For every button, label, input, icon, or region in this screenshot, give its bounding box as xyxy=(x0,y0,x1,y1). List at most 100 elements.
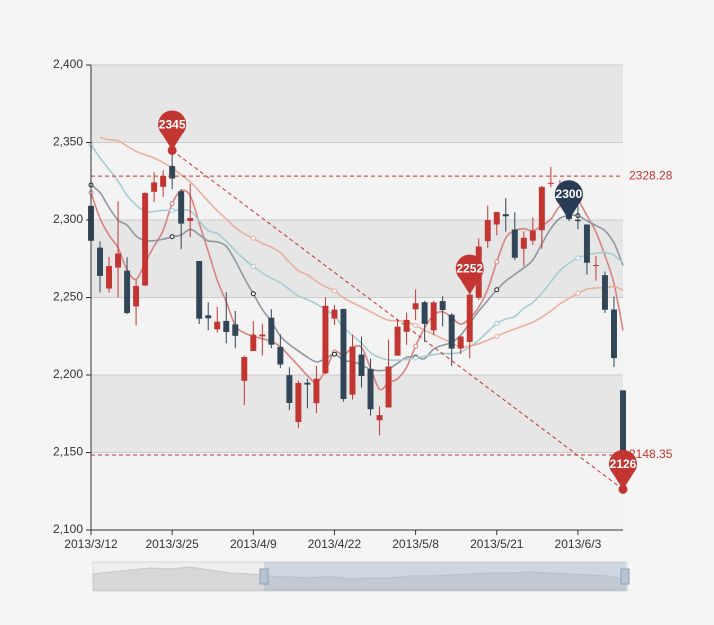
candle-body xyxy=(620,390,626,456)
mark-layer: 2328.28 2148.35 2345 2252 2300 2126 xyxy=(91,110,673,494)
ma-point xyxy=(331,288,337,294)
x-tick-label: 2013/3/12 xyxy=(64,537,118,551)
candle-body xyxy=(340,308,347,399)
ma-point xyxy=(250,264,256,269)
candle-body xyxy=(457,336,464,349)
y-tick-label: 2,400 xyxy=(53,57,83,71)
x-tick-label: 2013/6/3 xyxy=(555,537,602,551)
split-area xyxy=(91,297,623,375)
trend-line xyxy=(171,150,624,490)
candle-body xyxy=(592,265,599,267)
ma-point xyxy=(169,234,175,240)
y-tick-label: 2,150 xyxy=(53,445,83,459)
candle-body xyxy=(430,302,437,331)
ma-point xyxy=(575,255,581,261)
candle-body xyxy=(304,382,311,385)
candle-body xyxy=(403,319,410,332)
candle-body xyxy=(286,375,293,403)
candle-body xyxy=(115,253,122,268)
candle-body xyxy=(268,317,275,345)
zoom-preview xyxy=(92,566,628,591)
ma-point xyxy=(169,201,175,207)
candle-body xyxy=(529,230,536,241)
candle-body xyxy=(97,247,103,276)
candle-body xyxy=(277,346,284,365)
candle-body xyxy=(124,270,131,313)
ma-point xyxy=(169,207,175,213)
zoom-window[interactable] xyxy=(264,562,626,591)
mark-pin xyxy=(554,180,583,220)
candle-body xyxy=(322,305,329,374)
candle-body xyxy=(223,320,230,333)
candle-body xyxy=(232,324,239,336)
y-tick-label: 2,250 xyxy=(53,290,83,304)
ma-point xyxy=(250,235,256,241)
ma-point xyxy=(413,323,419,329)
ma-point xyxy=(494,287,500,293)
mark-line-label: 2148.35 xyxy=(629,447,673,461)
zoom-handle[interactable] xyxy=(620,568,630,585)
mark-pin xyxy=(455,254,484,295)
split-area xyxy=(91,220,623,298)
y-tick-label: 2,300 xyxy=(53,212,83,226)
candle-body xyxy=(250,335,257,352)
candle-body xyxy=(376,415,383,421)
mark-pin-label: 2345 xyxy=(159,117,186,131)
candle-body xyxy=(538,186,545,231)
candle-body xyxy=(448,314,455,349)
ma-point xyxy=(575,290,581,296)
candle-body xyxy=(502,214,509,217)
ma-point xyxy=(331,351,337,357)
x-tick-label: 2013/5/21 xyxy=(470,537,524,551)
candle-body xyxy=(214,321,221,330)
data-zoom[interactable] xyxy=(92,561,630,592)
candle-body xyxy=(106,266,113,289)
split-area xyxy=(91,375,623,453)
candle-body xyxy=(493,212,500,225)
ma-point xyxy=(413,355,419,361)
mark-pin-label: 2300 xyxy=(556,187,583,201)
y-tick-label: 2,350 xyxy=(53,135,83,149)
candle-body xyxy=(295,382,302,423)
x-tick-label: 2013/5/8 xyxy=(392,537,439,551)
ma-point xyxy=(250,291,256,297)
x-tick-label: 2013/4/22 xyxy=(308,537,362,551)
ma-point xyxy=(494,333,500,339)
candle-body xyxy=(160,176,167,187)
split-area xyxy=(91,452,623,530)
trend-end xyxy=(167,145,177,155)
candle-body xyxy=(196,260,203,319)
candle-body xyxy=(133,285,140,307)
y-tick-label: 2,100 xyxy=(53,522,83,536)
ma-point xyxy=(413,343,419,349)
ma-point xyxy=(494,321,500,327)
ma-line xyxy=(99,136,624,348)
candle-body xyxy=(367,368,374,410)
ma-line xyxy=(90,184,624,372)
candle-body xyxy=(583,224,590,263)
candle-body xyxy=(520,237,527,249)
candle-body xyxy=(412,303,419,310)
y-tick-label: 2,200 xyxy=(53,367,83,381)
candle-body xyxy=(169,166,176,179)
candle-body xyxy=(313,378,320,404)
axes: 2,100 2,150 2,200 2,250 2,300 2,350 2,400 2013/… xyxy=(53,57,623,551)
zoom-handle[interactable] xyxy=(259,568,269,585)
candle-body xyxy=(178,191,185,224)
candle-body xyxy=(466,294,473,342)
candle-body xyxy=(205,315,212,319)
candle-body xyxy=(421,302,428,324)
ma-point xyxy=(494,259,500,265)
candle-body xyxy=(142,193,149,286)
candle-body xyxy=(151,182,158,192)
mark-pin xyxy=(609,449,637,490)
candle-body xyxy=(331,309,338,319)
candle-body xyxy=(241,357,248,381)
candle-body xyxy=(394,326,401,356)
candle-body xyxy=(385,366,392,408)
mark-pin xyxy=(158,110,187,151)
candle-body xyxy=(349,346,356,395)
mark-pin-label: 2252 xyxy=(456,262,483,276)
candle-body xyxy=(439,301,446,311)
